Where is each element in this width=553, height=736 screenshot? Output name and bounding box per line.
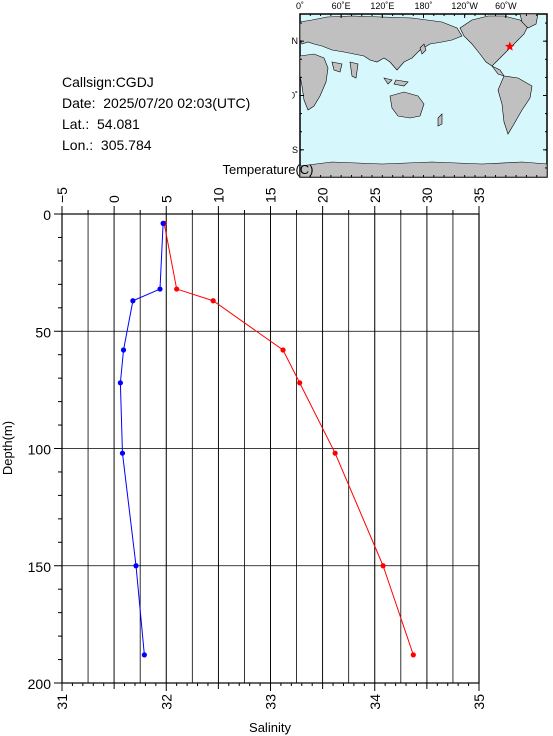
map-lon-label: 0˚ <box>296 1 304 11</box>
depth-axis-title: Depth(m) <box>0 421 15 475</box>
world-map: 0˚ 60˚E 120˚E 180˚ 120˚W 60˚W 60˚N 0˚ 60˚S <box>292 1 553 182</box>
salinity-point <box>120 347 127 353</box>
salinity-point <box>141 652 147 658</box>
temperature-tick-labels: −5 0 5 10 15 20 25 30 35 <box>54 187 487 203</box>
salinity-axis-title: Salinity <box>249 720 291 735</box>
salinity-point <box>117 380 123 386</box>
salinity-tick-labels: 31 32 33 34 35 <box>54 694 487 710</box>
grid-horizontal <box>62 330 479 567</box>
date-text: Date: 2025/07/20 02:03(UTC) <box>62 95 251 111</box>
axis-ticks <box>54 206 480 691</box>
grid-vertical <box>87 214 454 683</box>
salinity-point <box>130 298 136 304</box>
salinity-tick-label: 32 <box>158 694 174 710</box>
temperature-tick-label: 15 <box>263 187 279 203</box>
temperature-tick-label: 5 <box>158 195 174 203</box>
temperature-tick-label: 35 <box>471 187 487 203</box>
station-info: Callsign:CGDJ Date: 2025/07/20 02:03(UTC… <box>62 72 250 156</box>
depth-tick-label: 0 <box>43 207 51 223</box>
map-lon-label: 180˚ <box>414 1 432 11</box>
salinity-point <box>160 220 166 226</box>
depth-tick-label: 200 <box>28 676 52 692</box>
map-land <box>299 13 548 178</box>
salinity-tick-label: 31 <box>54 694 70 710</box>
temperature-tick-label: −5 <box>54 187 70 203</box>
salinity-tick-label: 35 <box>471 694 487 710</box>
temperature-point <box>161 220 167 226</box>
salinity-series-line <box>119 223 164 655</box>
temperature-series-line <box>163 223 414 656</box>
salinity-point <box>119 450 126 456</box>
depth-tick-label: 100 <box>28 442 52 458</box>
temperature-tick-label: 10 <box>210 187 226 203</box>
lon-text: Lon.: 305.784 <box>62 137 152 153</box>
plot-frame <box>61 213 480 684</box>
temperature-point <box>332 450 338 456</box>
map-lon-label: 120˚E <box>370 1 394 11</box>
map-lat-label: 0˚ <box>292 91 298 101</box>
map-lat-label: 60˚N <box>292 36 298 46</box>
depth-tick-label: 50 <box>35 324 51 340</box>
callsign-text: Callsign:CGDJ <box>62 74 154 90</box>
temperature-point <box>174 286 180 292</box>
map-lon-label: 60˚E <box>332 1 351 11</box>
map-lon-label: 120˚W <box>451 1 478 11</box>
salinity-point <box>157 286 163 292</box>
temperature-point <box>297 380 303 386</box>
temperature-tick-label: 30 <box>419 187 435 203</box>
map-top-labels: 0˚ 60˚E 120˚E 180˚ 120˚W 60˚W <box>296 1 517 11</box>
temperature-tick-label: 20 <box>315 187 331 203</box>
temperature-point <box>410 652 416 658</box>
temperature-tick-label: 25 <box>367 187 383 203</box>
temperature-tick-label: 0 <box>106 195 122 203</box>
map-lat-label: 60˚S <box>292 145 298 155</box>
map-ticks <box>299 14 547 177</box>
salinity-tick-label: 33 <box>263 694 279 710</box>
series-layer <box>117 220 416 658</box>
depth-tick-label: 150 <box>28 559 52 575</box>
temperature-point <box>380 563 386 569</box>
salinity-point <box>133 563 139 569</box>
salinity-tick-label: 34 <box>367 694 383 710</box>
map-lat-labels: 60˚N 0˚ 60˚S <box>292 36 298 155</box>
lat-text: Lat.: 54.081 <box>62 116 140 132</box>
temperature-point <box>210 298 216 304</box>
map-lon-label: 60˚W <box>495 1 517 11</box>
depth-tick-labels: 0 50 100 150 200 <box>28 207 52 692</box>
temperature-point <box>280 347 286 353</box>
station-marker-icon <box>505 41 515 51</box>
